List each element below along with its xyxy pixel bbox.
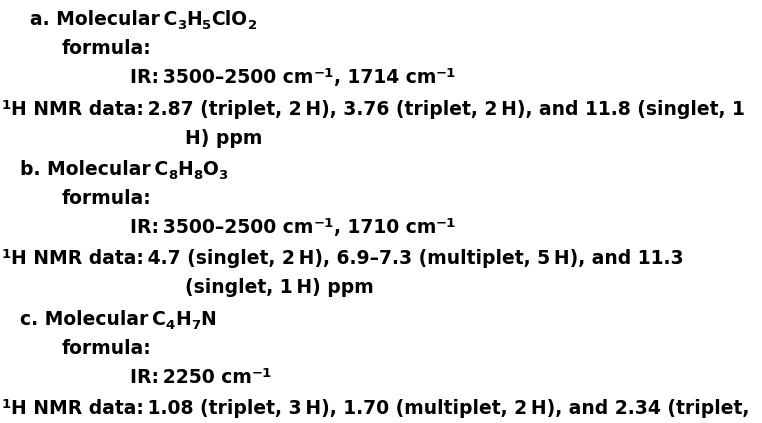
Text: −1: −1	[436, 67, 456, 80]
Text: O: O	[203, 160, 219, 179]
Text: H: H	[175, 310, 190, 329]
Text: H) ppm: H) ppm	[185, 129, 262, 148]
Text: , 1714 cm: , 1714 cm	[334, 68, 436, 87]
Text: 1: 1	[2, 248, 11, 261]
Text: −1: −1	[252, 367, 272, 380]
Text: 8: 8	[168, 169, 178, 182]
Text: 1: 1	[2, 99, 11, 112]
Text: a. Molecular C: a. Molecular C	[30, 10, 178, 29]
Text: N: N	[200, 310, 216, 329]
Text: H NMR data: 2.87 (triplet, 2 H), 3.76 (triplet, 2 H), and 11.8 (singlet, 1: H NMR data: 2.87 (triplet, 2 H), 3.76 (t…	[11, 100, 745, 119]
Text: H: H	[178, 160, 194, 179]
Text: b. Molecular C: b. Molecular C	[20, 160, 168, 179]
Text: H NMR data: 4.7 (singlet, 2 H), 6.9–7.3 (multiplet, 5 H), and 11.3: H NMR data: 4.7 (singlet, 2 H), 6.9–7.3 …	[11, 249, 684, 268]
Text: IR: 2250 cm: IR: 2250 cm	[130, 368, 252, 387]
Text: , 1710 cm: , 1710 cm	[334, 218, 436, 237]
Text: 3: 3	[178, 19, 187, 32]
Text: 7: 7	[190, 319, 200, 332]
Text: ClO: ClO	[212, 10, 248, 29]
Text: −1: −1	[313, 67, 334, 80]
Text: 2: 2	[248, 19, 257, 32]
Text: 1: 1	[2, 398, 11, 411]
Text: 3: 3	[219, 169, 228, 182]
Text: H: H	[187, 10, 203, 29]
Text: H NMR data: 1.08 (triplet, 3 H), 1.70 (multiplet, 2 H), and 2.34 (triplet,: H NMR data: 1.08 (triplet, 3 H), 1.70 (m…	[11, 399, 750, 418]
Text: (singlet, 1 H) ppm: (singlet, 1 H) ppm	[185, 278, 373, 297]
Text: formula:: formula:	[62, 339, 152, 358]
Text: IR: 3500–2500 cm: IR: 3500–2500 cm	[130, 68, 313, 87]
Text: −1: −1	[436, 217, 456, 230]
Text: 8: 8	[194, 169, 203, 182]
Text: formula:: formula:	[62, 189, 152, 208]
Text: −1: −1	[313, 217, 334, 230]
Text: IR: 3500–2500 cm: IR: 3500–2500 cm	[130, 218, 313, 237]
Text: 5: 5	[203, 19, 212, 32]
Text: formula:: formula:	[62, 39, 152, 58]
Text: c. Molecular C: c. Molecular C	[20, 310, 166, 329]
Text: 4: 4	[166, 319, 175, 332]
